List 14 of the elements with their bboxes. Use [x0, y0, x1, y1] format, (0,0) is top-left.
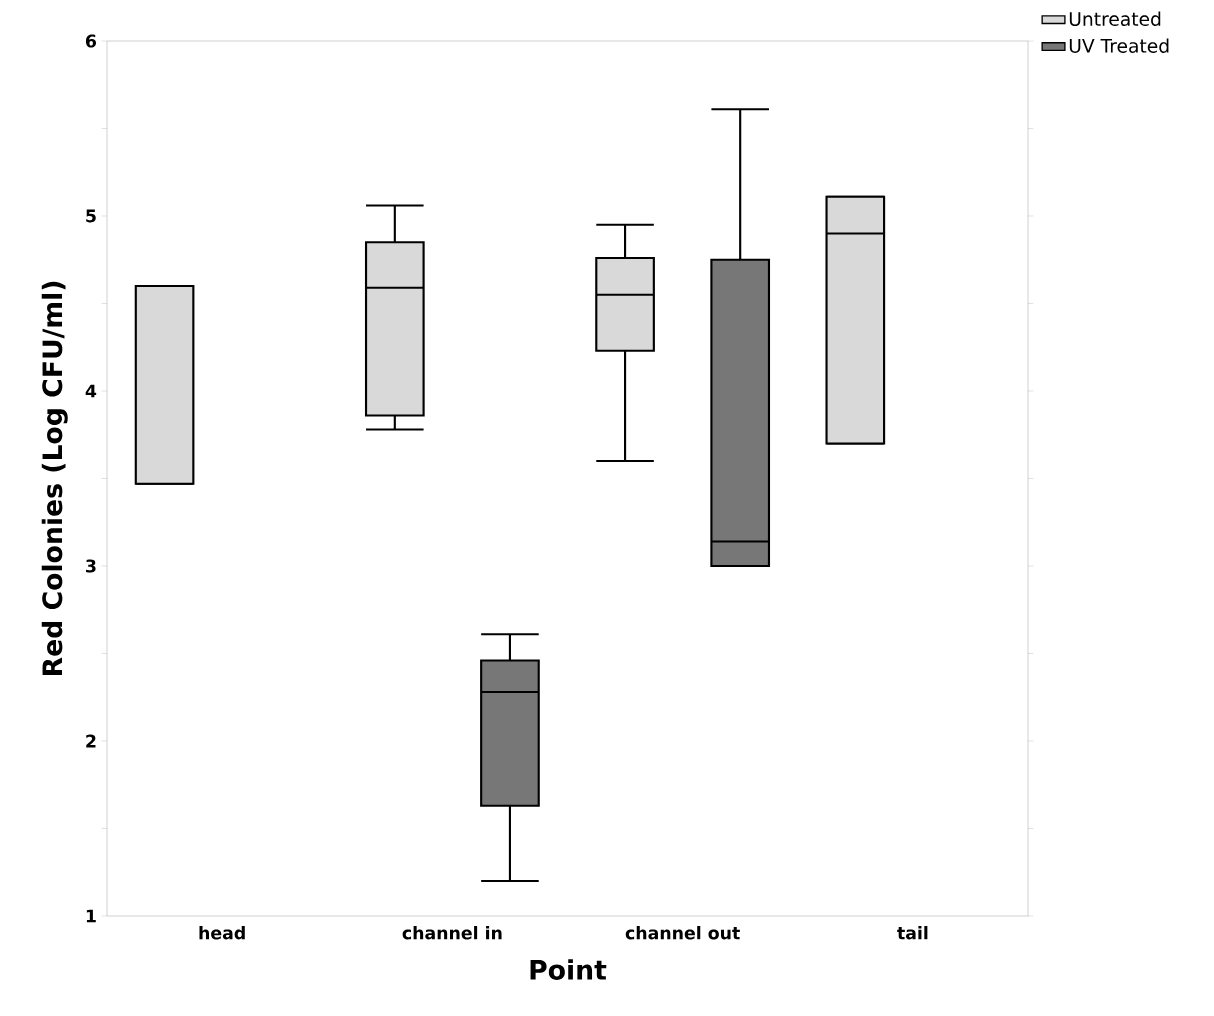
x-tick-label: channel in	[402, 926, 502, 940]
x-tick-label: channel out	[625, 926, 740, 940]
y-tick-label: 5	[86, 209, 96, 223]
y-tick-label: 4	[85, 384, 97, 398]
legend-label: Untreated	[1069, 11, 1161, 27]
y-axis-title: Red Colonies (Log CFU/ml)	[41, 281, 68, 675]
y-tick-label: 3	[86, 559, 96, 573]
y-tick-label: 1	[86, 909, 96, 923]
x-tick-label: head	[199, 926, 245, 940]
x-axis-title: Point	[530, 959, 607, 980]
y-tick-label: 6	[85, 34, 97, 48]
legend-label: UV Treated	[1069, 38, 1169, 53]
x-tick-label: tail	[897, 926, 928, 940]
y-tick-label: 2	[86, 734, 96, 748]
